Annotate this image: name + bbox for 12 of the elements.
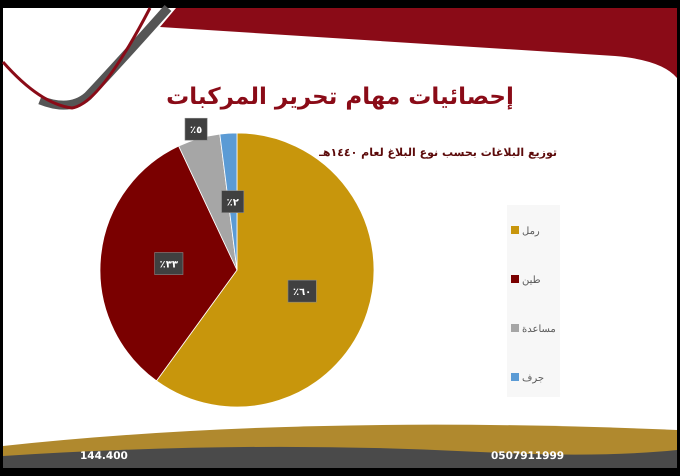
text: 144.400 bbox=[80, 450, 128, 462]
data-label: ٣٣٪ bbox=[160, 260, 178, 271]
chart-title: إحصائيات مهام تحرير المركبات bbox=[166, 84, 514, 110]
legend-label: مساعدة bbox=[522, 324, 556, 335]
data-label: ٥٪ bbox=[190, 125, 202, 136]
text: 0507911999 bbox=[491, 450, 564, 462]
legend-label: رمل bbox=[522, 226, 540, 237]
legend-label: طين bbox=[522, 275, 541, 286]
legend-label: جرف bbox=[522, 373, 544, 384]
text: توزيع البلاغات بحسب نوع البلاغ لعام ١٤٤٠هـ bbox=[318, 146, 557, 159]
data-label: ٢٪ bbox=[226, 198, 239, 209]
data-label: ٦٠٪ bbox=[292, 287, 312, 298]
